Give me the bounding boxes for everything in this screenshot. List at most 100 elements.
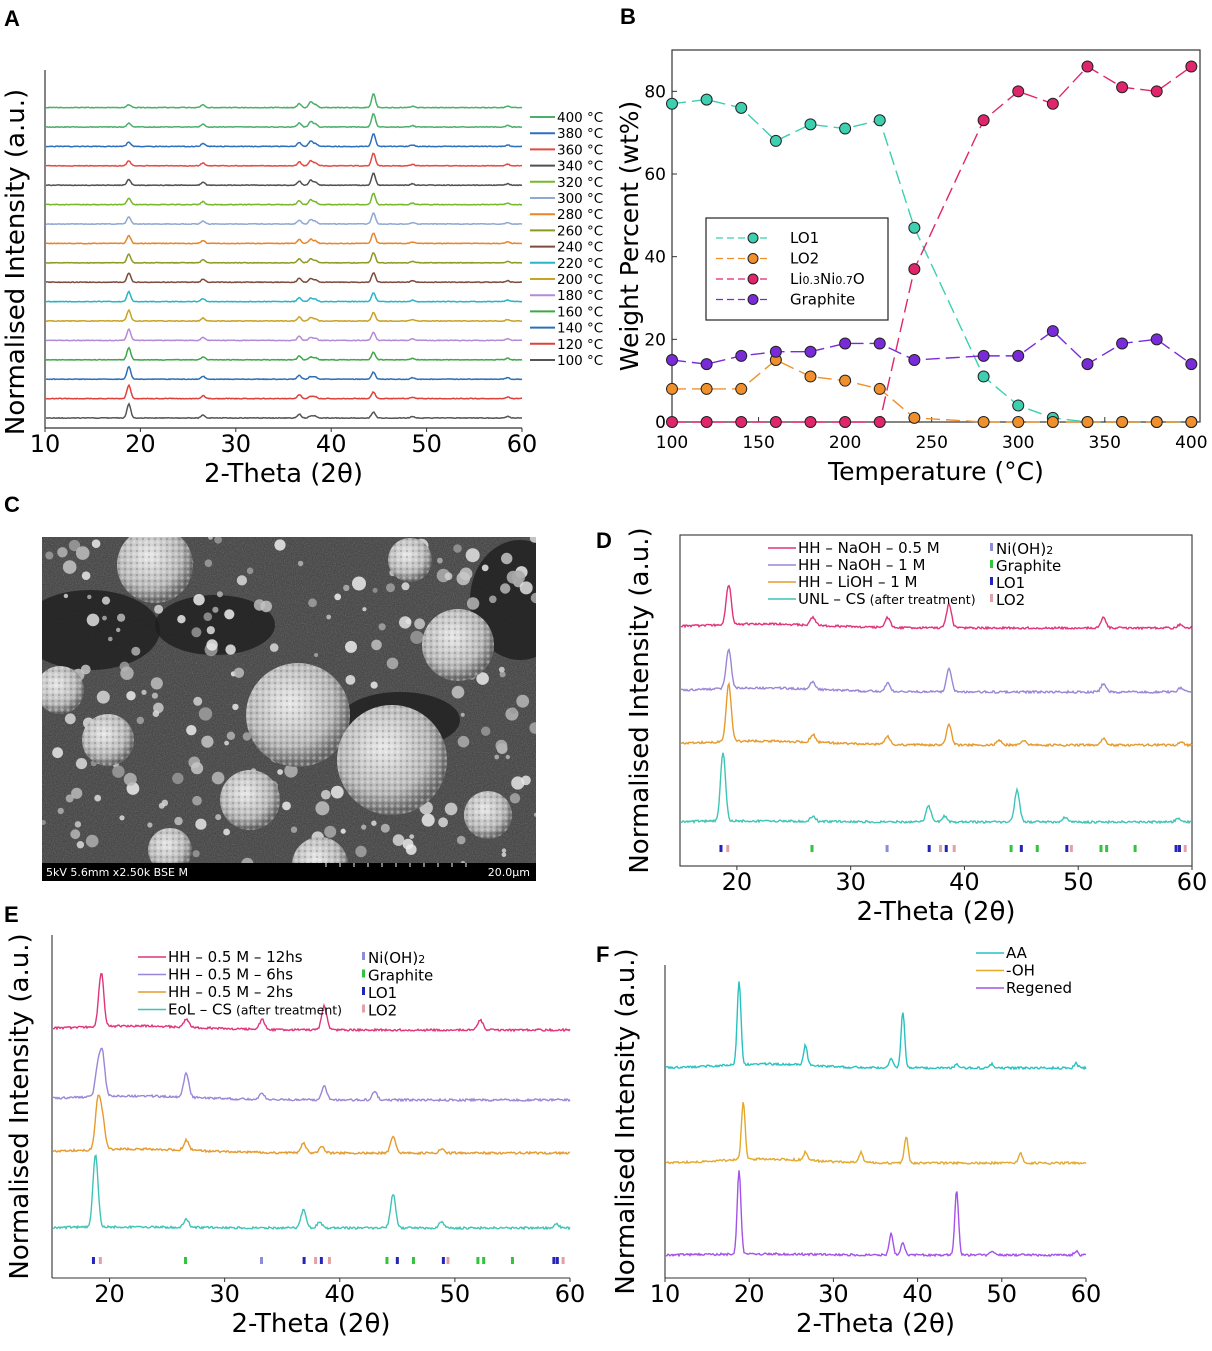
panel-b: B 100 150 200 250 300 350 400 0 20 40 60 80 Temperat…	[615, 4, 1208, 486]
sem-particle-102	[203, 612, 213, 621]
sem-agglomerate-texture-4	[220, 770, 280, 830]
legend-label-part-2: Ni	[820, 270, 835, 288]
point-li0-3ni0-7o-400	[1185, 60, 1198, 73]
trace-a-3	[45, 346, 523, 361]
point-lo1-200	[839, 122, 852, 135]
trace-a-5	[45, 308, 523, 323]
trace-a-7	[45, 271, 523, 284]
reference-marker-e-11	[441, 1257, 445, 1264]
trace-a-4	[45, 327, 523, 342]
legend-label-lo2: LO2	[790, 250, 819, 268]
legend-marker-label-d-graphite: Graphite	[996, 557, 1061, 575]
trace-hh-lioh-1-m	[680, 681, 1193, 748]
legend-marker-label-e-graphite: Graphite	[368, 967, 433, 985]
legend-label-part-0: Li	[790, 270, 803, 288]
sem-particle-218	[494, 754, 500, 760]
sem-particle-205	[409, 834, 415, 839]
sem-particle-70	[437, 557, 443, 564]
sem-particle-106	[456, 571, 471, 586]
sem-particle-18	[68, 539, 81, 552]
sem-particle-104	[151, 692, 158, 699]
sem-particle-168	[120, 666, 134, 680]
trace-hh-naoh-0-5-m	[681, 584, 1193, 631]
x-tick-label-e-60: 60	[555, 1280, 586, 1308]
sem-particle-207	[57, 547, 68, 558]
point-lo2-100	[666, 382, 678, 395]
legend-marker-label-e-lo2: LO2	[368, 1002, 397, 1020]
sem-particle-120	[371, 639, 382, 651]
sem-particle-210	[242, 732, 252, 741]
legend-marker-label-d-nioh2: Ni(OH)2	[996, 540, 1053, 558]
point-lo2-400	[1185, 416, 1198, 428]
sem-particle-242	[193, 696, 203, 706]
x-axis-label-a: 2-Theta (2θ)	[204, 459, 363, 489]
legend-box-b	[705, 217, 889, 321]
sem-particle-40	[174, 816, 183, 826]
sem-particle-193	[451, 685, 465, 699]
point-li0-3ni0-7o-220	[873, 416, 886, 428]
sem-particle-251	[378, 623, 386, 631]
reference-marker-e-4	[302, 1257, 306, 1264]
legend-marker-d-2	[990, 577, 993, 585]
sem-particle-236	[352, 576, 366, 591]
sem-particle-140	[119, 815, 125, 821]
sem-particle-239	[76, 841, 85, 849]
point-graphite-180	[804, 345, 817, 358]
legend-marker-e-0	[362, 952, 365, 960]
legend-label-graphite: Graphite	[790, 291, 855, 309]
legend-label-260-c: 260 °C	[557, 223, 603, 239]
legend-marker-part-0: Ni(OH)	[368, 949, 418, 967]
sem-particle-145	[297, 560, 304, 567]
sem-agglomerate-texture-3	[337, 705, 447, 815]
sem-particle-154	[501, 552, 513, 565]
sem-particle-111	[112, 765, 125, 778]
sem-particle-167	[529, 537, 536, 543]
sem-particle-53	[215, 814, 222, 821]
x-tick-label-f-60: 60	[1071, 1280, 1102, 1308]
sem-particle-206	[386, 657, 399, 670]
legend-marker-e-1	[362, 969, 365, 978]
y-axis-label-e: Normalised Intensity (a.u.)	[5, 933, 35, 1279]
sem-particle-50	[246, 567, 254, 575]
x-tick-label-e-20: 20	[94, 1280, 125, 1308]
sem-particle-115	[362, 607, 367, 612]
point-li0-3ni0-7o-280	[977, 114, 990, 127]
trace-a-1	[45, 383, 522, 400]
legend-label-li0.3ni0.7o: Li0.3Ni0.7O	[790, 270, 865, 288]
sem-particle-28	[324, 825, 337, 838]
sem-particle-93	[282, 801, 291, 811]
point-lo2-120	[700, 382, 713, 395]
x-tick-label-b-250: 250	[915, 433, 947, 453]
y-tick-label-b-60: 60	[644, 165, 666, 185]
reference-marker-e-8	[385, 1257, 389, 1264]
point-lo2-340	[1081, 416, 1094, 428]
reference-marker-d-7	[952, 845, 956, 852]
point-lo2-360	[1116, 416, 1129, 428]
sem-particle-175	[75, 546, 90, 560]
x-tick-label-b-400: 400	[1175, 433, 1207, 453]
legend-label-180-c: 180 °C	[557, 288, 603, 304]
point-graphite-220	[873, 337, 886, 350]
sem-particle-180	[195, 818, 207, 830]
trace-a-15	[45, 112, 523, 129]
trace-a-10	[45, 212, 523, 226]
point-lo2-380	[1150, 416, 1163, 428]
y-axis-label-a: Normalised Intensity (a.u.)	[1, 89, 31, 435]
point-li0-3ni0-7o-340	[1081, 60, 1094, 73]
sem-particle-19	[141, 689, 147, 695]
reference-marker-d-11	[1065, 845, 1069, 852]
trace-eol-cs	[52, 1154, 571, 1231]
sem-particle-229	[501, 852, 507, 857]
panel-label-e: E	[4, 902, 19, 927]
sem-particle-76	[65, 794, 74, 803]
point-lo1-280	[977, 370, 990, 383]
sem-particle-258	[481, 564, 489, 572]
point-lo1-180	[804, 118, 817, 131]
sem-particle-252	[152, 710, 160, 717]
sem-particle-172	[131, 646, 141, 656]
sem-particle-52	[211, 771, 225, 785]
point-li0-3ni0-7o-300	[1012, 85, 1025, 98]
trace-a-2	[45, 365, 523, 381]
sem-particle-169	[192, 795, 202, 806]
trace-a-16	[45, 93, 523, 109]
